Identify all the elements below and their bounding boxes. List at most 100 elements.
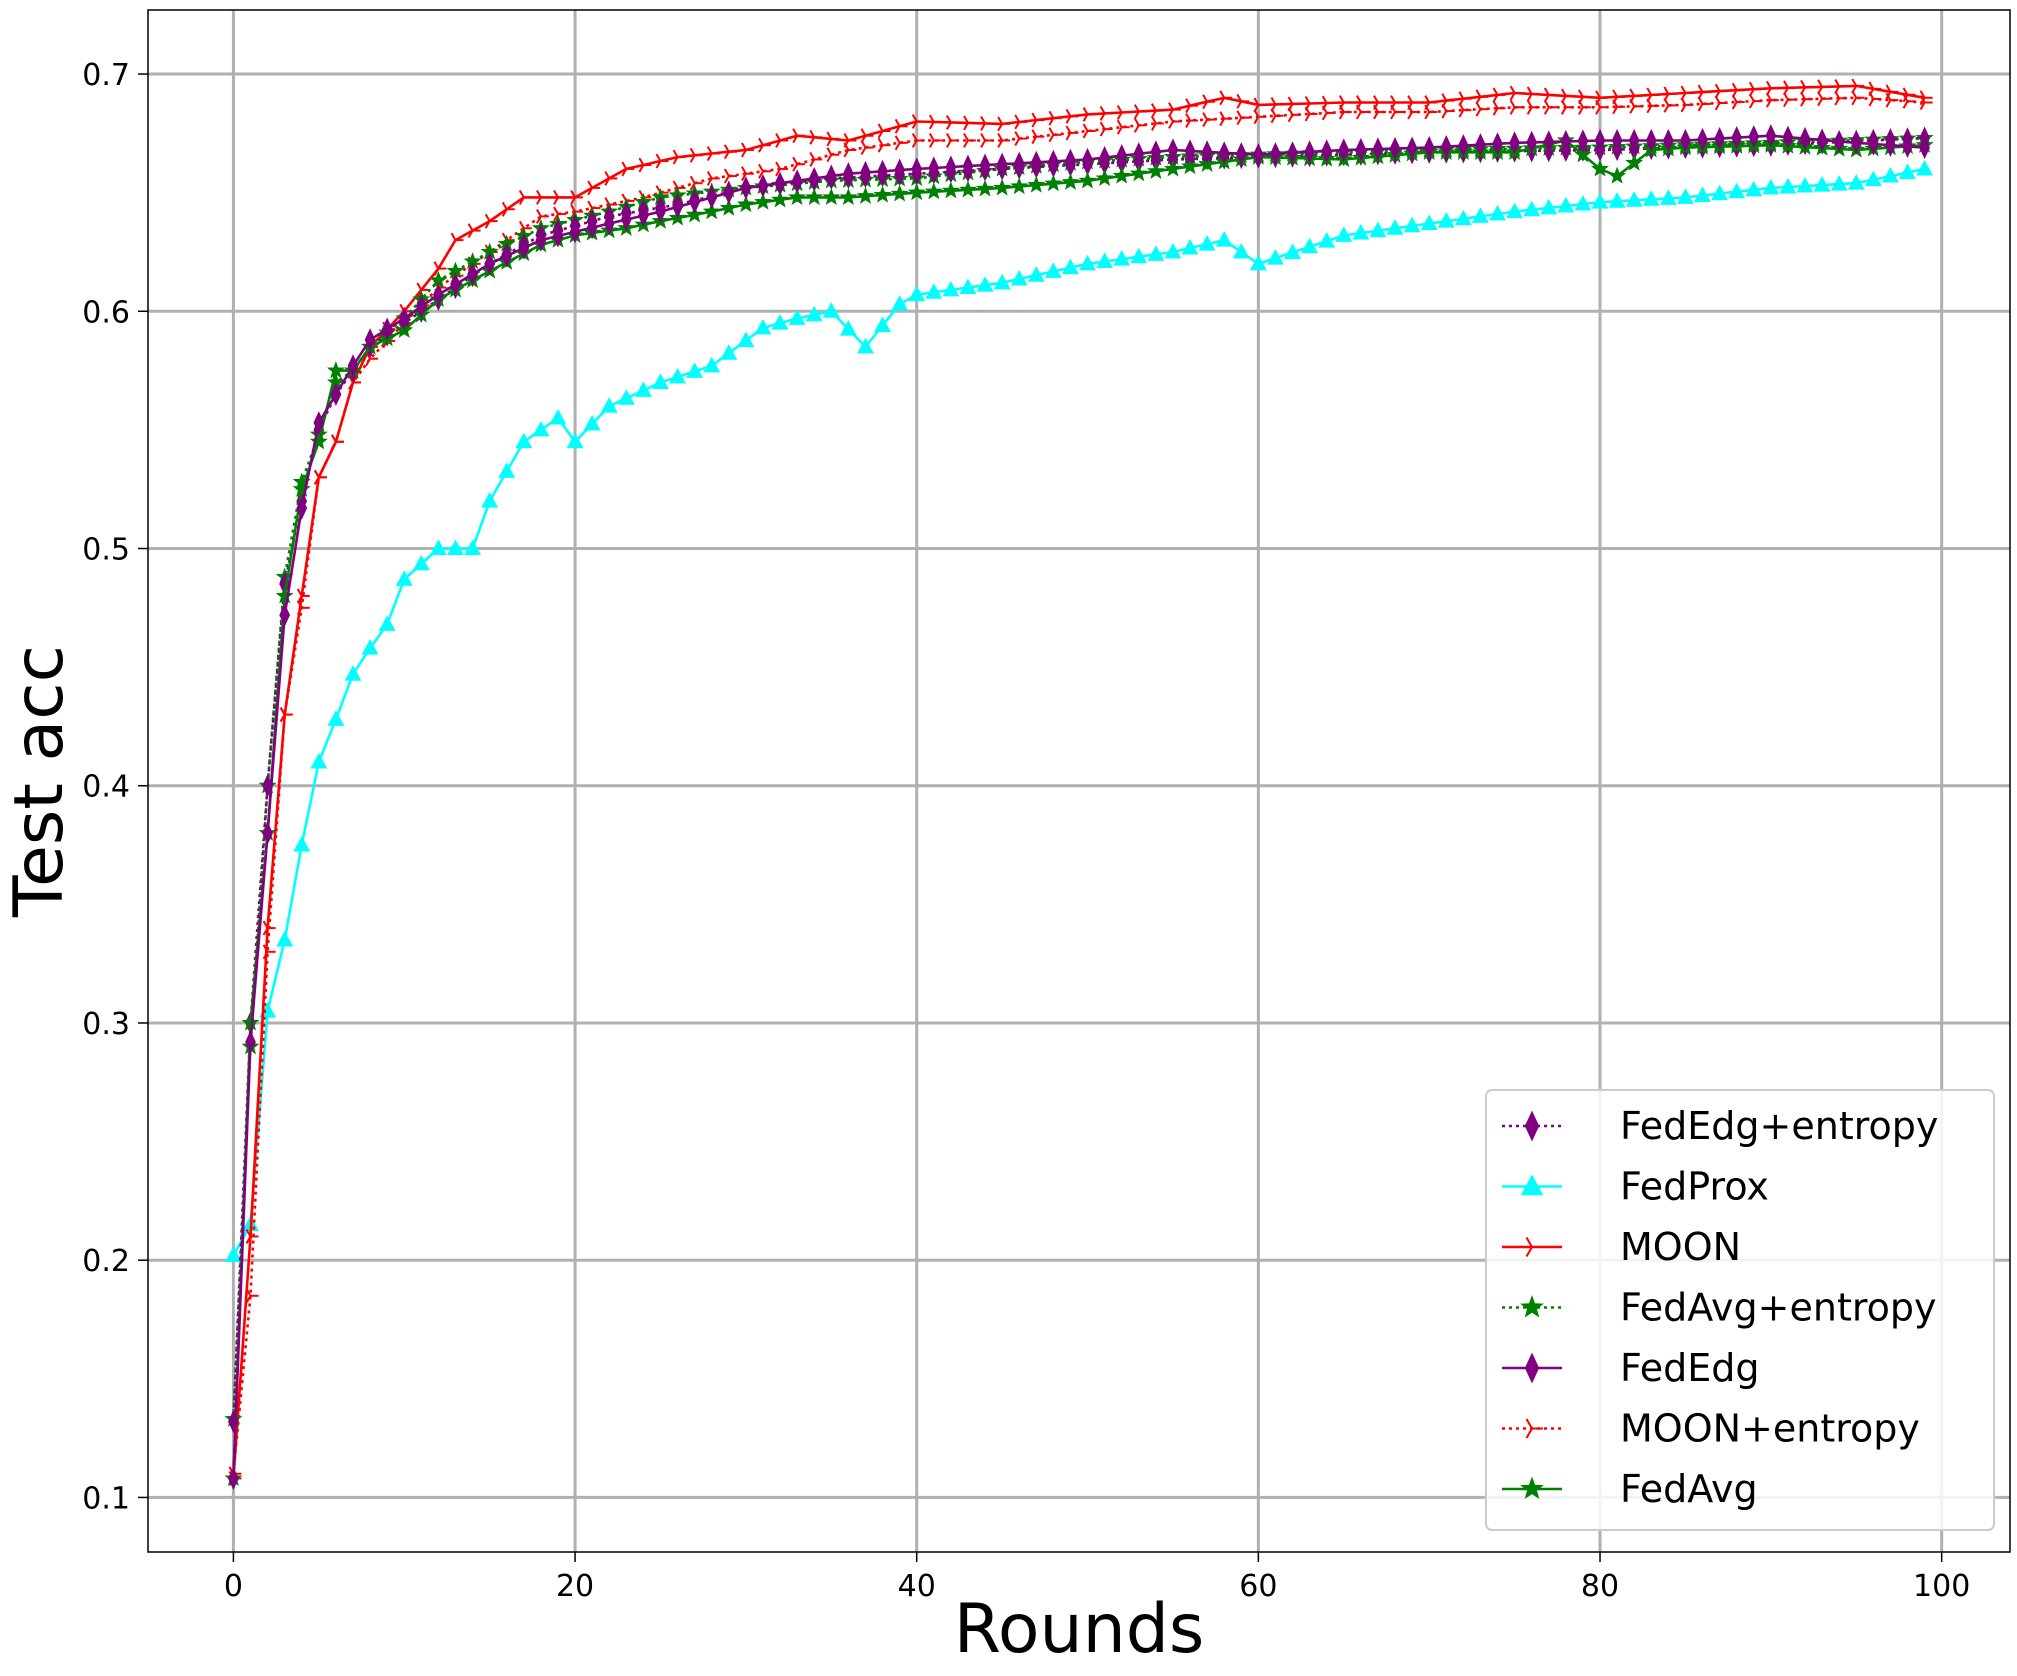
- data-point-tri: [997, 139, 1003, 148]
- data-point-tri: [1525, 1427, 1533, 1439]
- series-MOON: [228, 78, 1933, 1486]
- data-point-triangle: [1096, 252, 1114, 268]
- data-point-diamond: [1662, 128, 1674, 153]
- data-point-tri: [1680, 104, 1687, 113]
- data-point-tri: [672, 156, 679, 165]
- data-point-diamond: [364, 328, 376, 352]
- legend-item: FedAvg+entropy: [1502, 1286, 1937, 1330]
- data-point-triangle: [942, 280, 960, 297]
- data-point-star: [873, 185, 892, 203]
- data-point-diamond: [1406, 136, 1418, 160]
- data-point-tri: [1185, 120, 1191, 128]
- data-point-tri: [1355, 104, 1362, 113]
- data-point-diamond: [1287, 141, 1298, 165]
- data-point-tri: [587, 180, 594, 189]
- data-point-diamond: [1167, 138, 1179, 162]
- data-point-triangle: [1181, 238, 1199, 255]
- data-point-triangle: [1232, 242, 1250, 259]
- data-point-tri: [484, 220, 491, 229]
- data-point-tri: [262, 927, 269, 936]
- data-point-tri: [570, 189, 576, 198]
- data-point-triangle: [464, 539, 482, 556]
- data-point-diamond: [1850, 131, 1862, 155]
- data-point-tri: [911, 120, 918, 129]
- data-point-tri: [1441, 93, 1448, 102]
- data-point-tri: [1578, 106, 1584, 115]
- data-point-tri: [331, 434, 337, 443]
- data-point-triangle: [1591, 193, 1609, 209]
- series-FedEdg: [228, 124, 1930, 1491]
- data-point-diamond: [603, 211, 615, 236]
- data-point-tri: [1629, 88, 1636, 97]
- data-point-triangle: [1437, 212, 1455, 228]
- data-point-diamond: [1321, 139, 1333, 163]
- data-point-tri: [1031, 112, 1038, 121]
- data-point-tri: [1509, 99, 1516, 108]
- data-point-tri: [1151, 110, 1157, 119]
- data-point-diamond: [1816, 128, 1828, 152]
- data-point-tri: [1338, 104, 1345, 113]
- data-point-diamond: [877, 159, 888, 183]
- data-point-tri: [826, 138, 833, 147]
- data-point-diamond: [672, 195, 683, 219]
- x-tick-label: 100: [1913, 1569, 1970, 1604]
- data-point-tri: [1373, 111, 1379, 120]
- data-point-tri: [1612, 96, 1618, 105]
- series-line: [232, 167, 1925, 1257]
- data-point-tri: [672, 149, 679, 158]
- data-point-diamond: [1543, 130, 1555, 154]
- x-tick-label: 40: [898, 1569, 936, 1604]
- data-point-triangle: [1215, 231, 1233, 247]
- data-point-tri: [1902, 100, 1909, 109]
- data-point-tri: [1441, 110, 1448, 119]
- data-point-star: [1044, 174, 1063, 192]
- data-point-tri: [1902, 87, 1909, 96]
- data-point-diamond: [757, 173, 769, 198]
- data-point-diamond: [843, 162, 854, 186]
- data-point-triangle: [1728, 182, 1746, 199]
- data-point-tri: [1475, 108, 1482, 117]
- data-point-tri: [1236, 93, 1243, 102]
- data-point-tri: [621, 161, 628, 170]
- data-point-tri: [1817, 98, 1823, 107]
- data-point-tri: [1646, 94, 1653, 103]
- legend-label: FedProx: [1620, 1165, 1769, 1209]
- data-point-tri: [1560, 88, 1567, 97]
- data-point-tri: [1595, 97, 1601, 106]
- data-point-tri: [1270, 103, 1277, 112]
- data-point-diamond: [1099, 145, 1110, 170]
- data-point-tri: [518, 220, 525, 229]
- data-point-triangle: [1625, 191, 1643, 207]
- data-point-triangle: [1659, 189, 1677, 205]
- data-point-triangle: [1369, 221, 1387, 238]
- series-FedProx: [224, 159, 1934, 1262]
- data-point-diamond: [1389, 136, 1401, 161]
- series-line: [232, 84, 1925, 1479]
- y-tick-label: 0.2: [82, 1244, 130, 1279]
- data-point-diamond: [1645, 128, 1657, 153]
- x-axis-label: Rounds: [954, 1590, 1205, 1669]
- data-point-tri: [1509, 85, 1516, 94]
- data-point-triangle: [1062, 258, 1079, 275]
- data-point-tri: [980, 133, 986, 141]
- data-point-tri: [1099, 112, 1106, 121]
- data-point-tri: [1133, 111, 1140, 119]
- data-point-star: [959, 180, 977, 198]
- data-point-tri: [1646, 87, 1653, 96]
- data-point-diamond: [501, 244, 513, 268]
- data-point-diamond: [279, 603, 291, 627]
- data-point-triangle: [1779, 177, 1797, 194]
- data-point-tri: [1629, 105, 1636, 114]
- data-point-triangle: [652, 373, 669, 389]
- data-point-tri: [672, 180, 679, 189]
- data-point-tri: [1595, 106, 1601, 115]
- data-point-triangle: [1403, 216, 1421, 233]
- data-point-diamond: [1372, 137, 1384, 161]
- data-point-tri: [1031, 136, 1038, 145]
- data-point-diamond: [962, 154, 974, 178]
- data-point-triangle: [1318, 232, 1336, 248]
- data-point-tri: [1834, 78, 1841, 87]
- data-point-triangle: [1676, 188, 1694, 204]
- data-point-tri: [1202, 101, 1208, 110]
- data-point-tri: [1526, 106, 1533, 115]
